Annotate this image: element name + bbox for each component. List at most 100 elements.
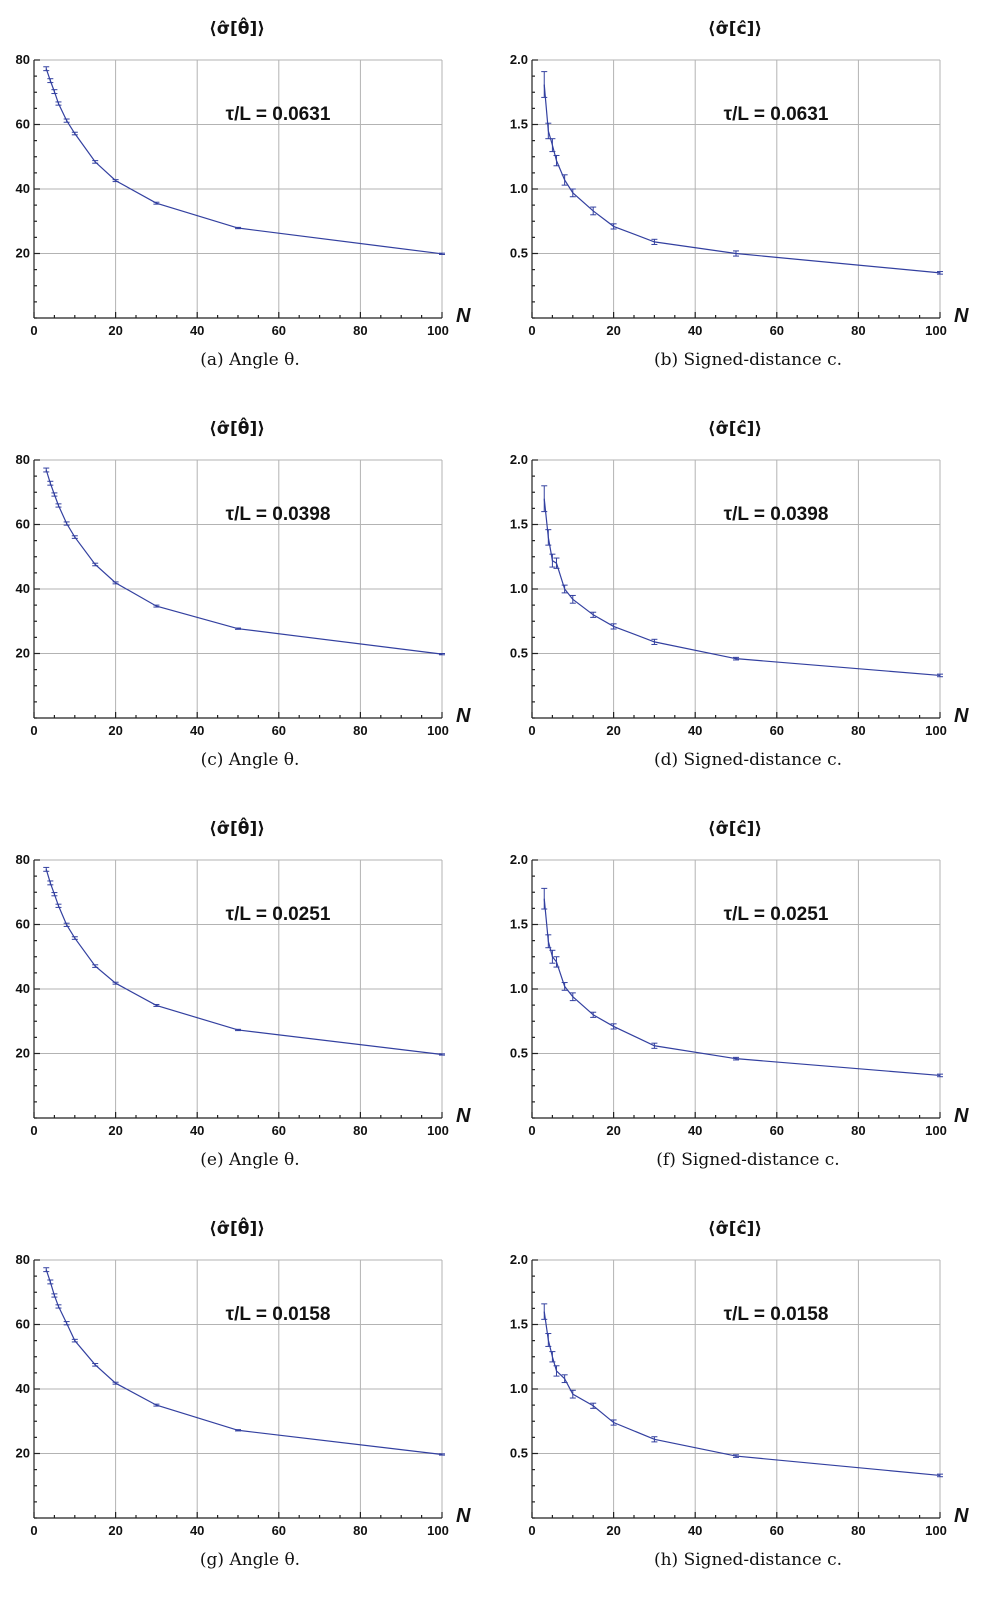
x-tick-label: 100 <box>427 1523 449 1538</box>
y-tick-label: 0.5 <box>510 646 528 661</box>
x-tick-label: 40 <box>190 1123 204 1138</box>
x-tick-label: 100 <box>925 323 947 338</box>
x-tick-label: 20 <box>108 1123 122 1138</box>
data-point-errorbar <box>561 174 568 186</box>
chart-panel: 0 20 40 60 80 100 0.5 1.0 1.5 2.0 N ⟨σ̂[ĉ]⟩ τ/L = 0.… <box>498 1200 998 1600</box>
x-tick-label: 80 <box>353 1123 367 1138</box>
data-point-errorbar <box>112 581 119 585</box>
y-tick-label: 0.5 <box>510 246 528 261</box>
data-point-errorbar <box>553 956 560 968</box>
data-point-errorbar <box>610 623 617 630</box>
data-point-errorbar <box>733 1056 739 1061</box>
data-point-errorbar <box>541 887 548 910</box>
x-tick-label: 20 <box>108 323 122 338</box>
data-point-errorbar <box>51 492 58 497</box>
chart-title: ⟨σ̂[ĉ]⟩ <box>708 819 762 839</box>
subfigure-caption: (c) Angle θ. <box>200 750 300 770</box>
y-tick-label: 1.0 <box>510 581 528 596</box>
series-line <box>543 898 941 1077</box>
chart-panel: 0 20 40 60 80 100 20 40 60 80 N ⟨σ̂[θ̂]⟩ τ/L = 0.039… <box>0 400 500 800</box>
x-tick-label: 20 <box>108 723 122 738</box>
data-point-errorbar <box>47 880 54 886</box>
x-tick-label: 0 <box>30 1123 37 1138</box>
data-point-errorbar <box>43 866 50 872</box>
data-point-errorbar <box>47 1279 54 1285</box>
data-point-errorbar <box>439 653 445 656</box>
chart-svg: 0 20 40 60 80 100 20 40 60 80 N ⟨σ̂[θ̂]⟩ τ/L = 0.015… <box>16 1216 471 1538</box>
data-point-errorbar <box>153 201 160 205</box>
x-tick-label: 40 <box>688 323 702 338</box>
x-tick-label: 0 <box>30 323 37 338</box>
data-point-errorbar <box>112 1381 119 1385</box>
x-tick-label: 80 <box>851 723 865 738</box>
data-point-errorbar <box>549 1351 556 1363</box>
data-point-errorbar <box>235 226 241 230</box>
tau-annotation: τ/L = 0.0158 <box>724 1304 829 1325</box>
x-axis-label: N <box>954 1505 969 1527</box>
y-tick-label: 0.5 <box>510 1446 528 1461</box>
y-tick-label: 2.0 <box>510 52 528 67</box>
data-point-errorbar <box>112 179 119 183</box>
series-line <box>543 1311 941 1477</box>
chart-svg: 0 20 40 60 80 100 0.5 1.0 1.5 2.0 N ⟨σ̂[ĉ]⟩ τ/L = 0.… <box>510 419 969 738</box>
x-tick-label: 60 <box>770 1123 784 1138</box>
subfigure-caption: (d) Signed-distance c. <box>653 750 843 770</box>
tau-annotation: τ/L = 0.0398 <box>724 504 829 525</box>
chart-svg: 0 20 40 60 80 100 0.5 1.0 1.5 2.0 N ⟨σ̂[ĉ]⟩ τ/L = 0.… <box>510 1219 969 1538</box>
x-tick-label: 80 <box>353 723 367 738</box>
y-tick-label: 40 <box>16 981 30 996</box>
x-axis-label: N <box>456 705 471 727</box>
chart-svg: 0 20 40 60 80 100 20 40 60 80 N ⟨σ̂[θ̂]⟩ τ/L = 0.039… <box>16 416 471 738</box>
tau-annotation: τ/L = 0.0251 <box>226 904 331 925</box>
x-tick-label: 60 <box>770 323 784 338</box>
x-tick-label: 20 <box>606 1123 620 1138</box>
data-point-errorbar <box>439 252 445 255</box>
x-tick-label: 60 <box>272 1523 286 1538</box>
data-point-errorbar <box>549 138 556 153</box>
chart-panel: 0 20 40 60 80 100 0.5 1.0 1.5 2.0 N ⟨σ̂[ĉ]⟩ τ/L = 0.… <box>498 400 998 800</box>
data-point-errorbar <box>235 1028 241 1032</box>
data-point-errorbar <box>63 521 70 526</box>
data-point-errorbar <box>733 656 739 661</box>
y-tick-label: 80 <box>16 52 30 67</box>
data-point-errorbar <box>937 1073 943 1078</box>
y-tick-label: 1.0 <box>510 181 528 196</box>
data-point-errorbar <box>549 553 556 568</box>
data-point-errorbar <box>43 66 50 72</box>
data-point-errorbar <box>545 1333 552 1347</box>
chart-title: ⟨σ̂[θ̂]⟩ <box>209 416 265 439</box>
data-point-errorbar <box>553 1365 560 1377</box>
tau-annotation: τ/L = 0.0251 <box>724 904 829 925</box>
y-tick-label: 80 <box>16 1252 30 1267</box>
series-line <box>45 469 443 655</box>
chart-panel: 0 20 40 60 80 100 20 40 60 80 N ⟨σ̂[θ̂]⟩ τ/L = 0.015… <box>0 1200 500 1600</box>
series-line <box>543 498 941 677</box>
data-point-errorbar <box>549 949 556 964</box>
data-point-errorbar <box>561 584 568 594</box>
data-point-errorbar <box>92 562 99 567</box>
data-point-errorbar <box>439 1053 445 1056</box>
chart-title: ⟨σ̂[ĉ]⟩ <box>708 1219 762 1239</box>
data-point-errorbar <box>55 1304 62 1309</box>
x-axis-label: N <box>954 305 969 327</box>
y-tick-label: 40 <box>16 581 30 596</box>
subfigure-caption: (a) Angle θ. <box>200 350 300 370</box>
x-tick-label: 60 <box>770 723 784 738</box>
data-point-errorbar <box>610 1023 617 1030</box>
x-tick-label: 60 <box>272 723 286 738</box>
subfigure-caption: (b) Signed-distance c. <box>653 350 843 370</box>
y-tick-label: 2.0 <box>510 452 528 467</box>
x-tick-label: 100 <box>427 723 449 738</box>
data-point-errorbar <box>71 131 78 136</box>
data-point-errorbar <box>610 223 617 230</box>
x-tick-label: 0 <box>528 723 535 738</box>
data-point-errorbar <box>651 1042 658 1049</box>
y-tick-label: 80 <box>16 852 30 867</box>
data-point-errorbar <box>545 934 552 949</box>
chart-title: ⟨σ̂[θ̂]⟩ <box>209 16 265 39</box>
y-tick-label: 1.5 <box>510 1317 528 1332</box>
tau-annotation: τ/L = 0.0158 <box>226 1304 331 1325</box>
tau-annotation: τ/L = 0.0631 <box>226 104 331 125</box>
subfigure-caption: (g) Angle θ. <box>199 1550 301 1570</box>
y-tick-label: 60 <box>16 917 30 932</box>
